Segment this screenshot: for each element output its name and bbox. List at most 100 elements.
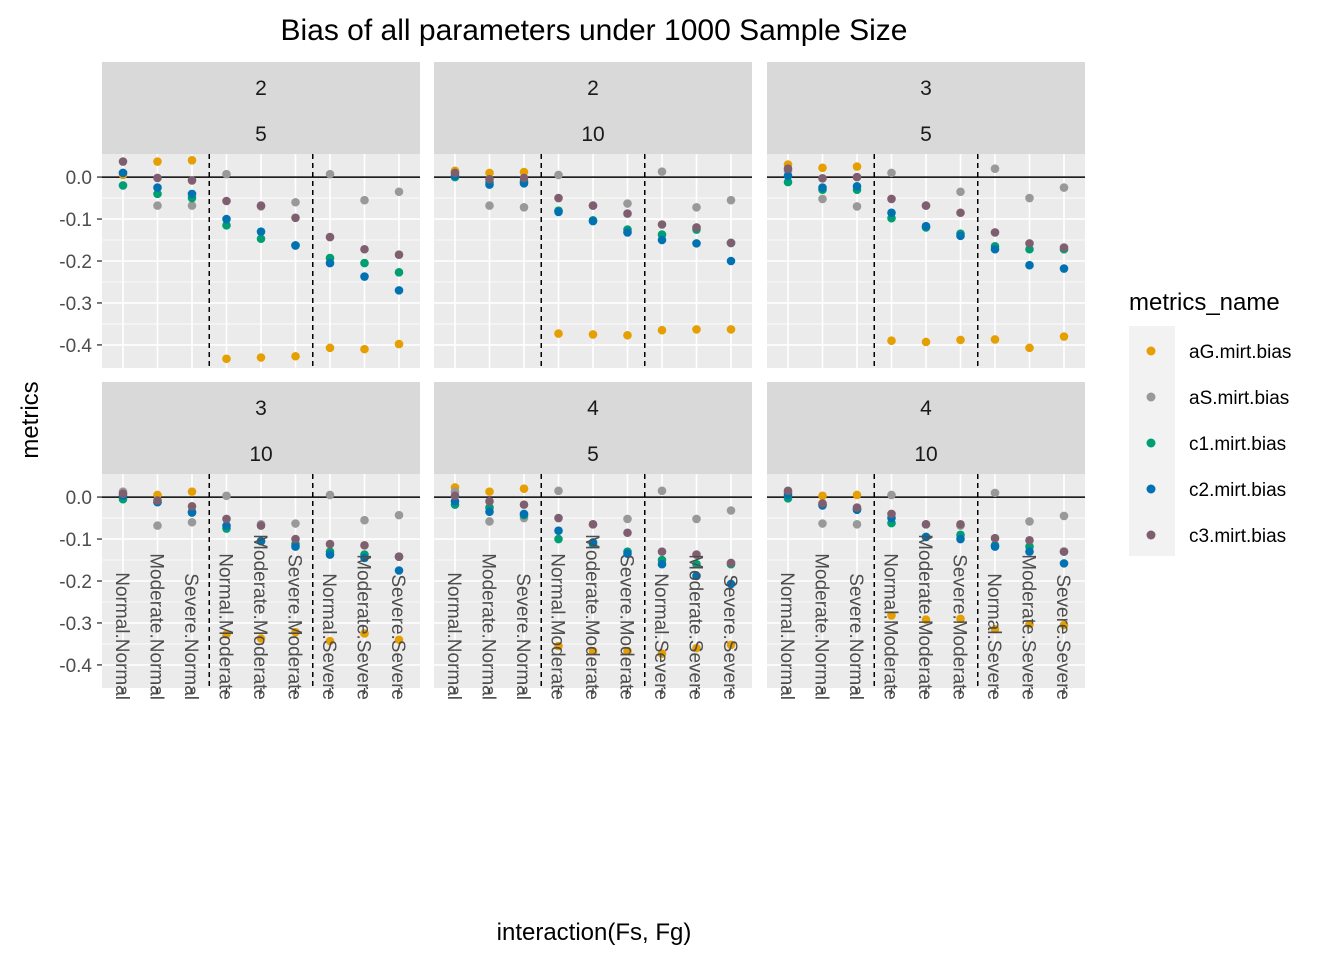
- point-aG-mirt-bias: [519, 484, 529, 493]
- x-tick-label: Moderate.Severe: [685, 554, 706, 700]
- point-c3-mirt-bias: [956, 520, 965, 529]
- point-c2-mirt-bias: [153, 183, 162, 192]
- point-aG-mirt-bias: [360, 629, 369, 638]
- x-tick-label: Normal.Normal: [776, 572, 797, 700]
- x-tick-label: Moderate.Normal: [811, 553, 832, 700]
- point-aS-mirt-bias: [187, 201, 197, 210]
- facet-strip-label: 2: [587, 77, 599, 100]
- point-c2-mirt-bias: [325, 258, 335, 268]
- point-c2-mirt-bias: [485, 507, 494, 517]
- point-c2-mirt-bias: [519, 509, 529, 519]
- x-tick-label: Severe.Severe: [719, 574, 740, 700]
- point-c2-mirt-bias: [325, 550, 335, 559]
- point-aG-mirt-bias: [554, 329, 563, 338]
- point-c3-mirt-bias: [222, 514, 231, 524]
- facet-panel-2-5: 2 5 0.0 -0.1 -0.2 -0.3 -0.4: [59, 62, 420, 368]
- facet-strip-label: 3: [920, 77, 932, 100]
- point-c1-mirt-bias: [554, 534, 563, 544]
- point-c2-mirt-bias: [291, 542, 300, 551]
- point-aG-mirt-bias: [187, 155, 197, 165]
- point-aG-mirt-bias: [887, 336, 896, 346]
- point-c2-mirt-bias: [118, 168, 128, 178]
- point-c2-mirt-bias: [394, 286, 404, 295]
- point-aS-mirt-bias: [1025, 193, 1034, 203]
- point-c3-mirt-bias: [485, 496, 494, 506]
- x-tick-label: Severe.Normal: [512, 573, 533, 700]
- point-aG-mirt-bias: [588, 646, 598, 656]
- point-aG-mirt-bias: [291, 351, 300, 361]
- point-aG-mirt-bias: [818, 163, 827, 173]
- point-c1-mirt-bias: [153, 189, 162, 199]
- point-c2-mirt-bias: [921, 221, 931, 231]
- point-c3-mirt-bias: [990, 228, 1000, 237]
- point-aG-mirt-bias: [852, 162, 862, 171]
- point-c3-mirt-bias: [657, 547, 667, 556]
- point-aG-mirt-bias: [256, 634, 266, 643]
- point-aG-mirt-bias: [1025, 619, 1034, 629]
- point-aS-mirt-bias: [726, 195, 736, 205]
- point-aS-mirt-bias: [1025, 517, 1034, 526]
- point-aS-mirt-bias: [394, 510, 404, 520]
- point-aS-mirt-bias: [485, 517, 494, 526]
- point-c1-mirt-bias: [118, 181, 128, 190]
- point-c3-mirt-bias: [783, 164, 793, 173]
- point-aG-mirt-bias: [588, 330, 598, 339]
- x-tick-label: Severe.Severe: [1052, 574, 1073, 700]
- point-aG-mirt-bias: [726, 640, 736, 650]
- point-c3-mirt-bias: [450, 168, 460, 178]
- point-c2-mirt-bias: [783, 171, 793, 181]
- point-aG-mirt-bias: [956, 335, 965, 345]
- point-c2-mirt-bias: [726, 256, 736, 266]
- facet-strip-label: 10: [249, 443, 272, 466]
- point-c3-mirt-bias: [1025, 535, 1034, 545]
- point-aG-mirt-bias: [692, 643, 701, 653]
- point-aG-mirt-bias: [692, 325, 701, 334]
- x-axis-title: interaction(Fs, Fg): [497, 919, 692, 946]
- point-c1-mirt-bias: [1025, 244, 1034, 254]
- point-aG-mirt-bias: [325, 636, 335, 646]
- point-c3-mirt-bias: [887, 194, 896, 204]
- point-c3-mirt-bias: [921, 520, 931, 529]
- facet-panel-3-10: 3 10 0.0 -0.1 -0.2 -0.3 -0.4 Normal.Normal Moder…: [59, 382, 420, 700]
- point-aS-mirt-bias: [222, 491, 231, 501]
- point-aS-mirt-bias: [990, 488, 1000, 498]
- point-aG-mirt-bias: [256, 353, 266, 362]
- point-c2-mirt-bias: [818, 183, 827, 192]
- point-aS-mirt-bias: [291, 519, 300, 528]
- facet-strip: [434, 382, 752, 474]
- x-tick-label: Normal.Severe: [650, 573, 671, 700]
- facet-strip: [767, 382, 1085, 474]
- point-c1-mirt-bias: [783, 177, 793, 187]
- x-tick-label: Moderate.Severe: [1018, 554, 1039, 700]
- point-aG-mirt-bias: [657, 649, 667, 658]
- legend-title: metrics_name: [1129, 289, 1280, 316]
- point-c3-mirt-bias: [588, 520, 598, 529]
- point-c2-mirt-bias: [554, 207, 563, 217]
- legend: metrics_name aG.mirt.bias aS.mirt.bias c1.…: [1129, 289, 1291, 556]
- x-tick-label: Normal.Severe: [983, 573, 1004, 700]
- point-aS-mirt-bias: [153, 521, 162, 530]
- facet-strip-label: 2: [255, 77, 267, 100]
- chart-title: Bias of all parameters under 1000 Sample…: [280, 14, 907, 47]
- point-c3-mirt-bias: [818, 499, 827, 508]
- point-c2-mirt-bias: [1025, 547, 1034, 556]
- point-c2-mirt-bias: [222, 214, 231, 224]
- point-aG-mirt-bias: [818, 491, 827, 501]
- point-c2-mirt-bias: [692, 239, 701, 248]
- x-tick-label: Moderate.Normal: [146, 553, 167, 700]
- facet-panels: 250.0-0.1-0.2-0.3-0.4210353100.0-0.1-0.2…: [59, 62, 1085, 700]
- point-c1-mirt-bias: [360, 258, 369, 268]
- x-tick-label: Severe.Normal: [845, 573, 866, 700]
- point-c1-mirt-bias: [692, 559, 701, 569]
- x-tick-label: Normal.Moderate: [547, 553, 568, 700]
- point-c3-mirt-bias: [394, 250, 404, 260]
- point-aG-mirt-bias: [956, 614, 965, 624]
- point-aS-mirt-bias: [153, 201, 162, 210]
- point-c2-mirt-bias: [360, 272, 369, 281]
- point-c2-mirt-bias: [887, 208, 896, 218]
- point-aS-mirt-bias: [222, 169, 231, 179]
- point-aS-mirt-bias: [818, 194, 827, 204]
- point-c2-mirt-bias: [187, 189, 197, 199]
- x-tick-label: Normal.Normal: [443, 572, 464, 700]
